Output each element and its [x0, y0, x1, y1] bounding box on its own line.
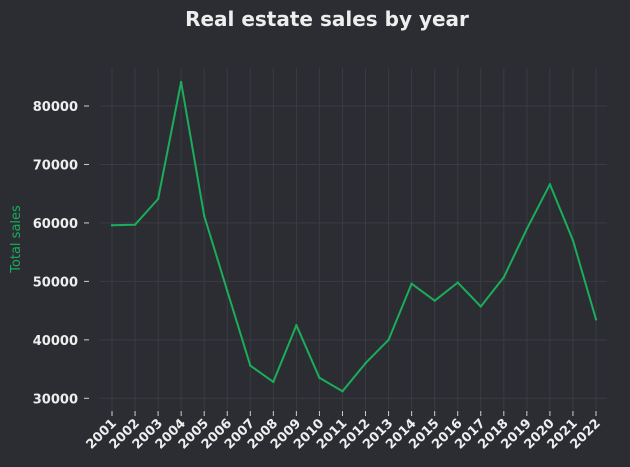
chart-title: Real estate sales by year — [185, 7, 469, 31]
data-point — [364, 362, 367, 365]
data-point — [272, 380, 275, 384]
y-axis-label: Total sales — [9, 205, 24, 274]
data-point — [502, 276, 506, 279]
y-axis-ticks: 30000 40000 50000 60000 70000 80000 — [33, 100, 89, 407]
data-point — [156, 197, 160, 201]
series-line — [111, 81, 597, 393]
data-point — [594, 318, 598, 321]
x-axis-ticks: 2001200220032004200520062007200820092010… — [84, 411, 604, 452]
y-tick-label: 50000 — [33, 275, 78, 290]
y-tick-label: 40000 — [33, 334, 78, 349]
data-point — [571, 239, 575, 242]
data-point — [179, 80, 183, 84]
data-point — [456, 281, 459, 284]
y-tick-label: 80000 — [33, 100, 78, 115]
data-point — [479, 305, 482, 308]
data-point — [249, 364, 252, 367]
series-layer — [110, 80, 598, 393]
data-point — [525, 227, 529, 230]
data-point — [110, 224, 114, 227]
y-tick-label: 30000 — [33, 392, 78, 407]
data-point — [133, 223, 137, 226]
data-point — [341, 390, 344, 393]
grid — [100, 68, 607, 410]
data-point — [387, 338, 390, 342]
data-point — [318, 376, 321, 380]
data-point — [202, 214, 206, 218]
y-tick-label: 60000 — [33, 217, 78, 232]
data-point — [295, 324, 298, 327]
y-tick-label: 70000 — [33, 158, 78, 173]
data-point — [226, 289, 229, 292]
data-point — [410, 282, 413, 285]
data-point — [548, 183, 552, 186]
data-point — [433, 299, 436, 302]
